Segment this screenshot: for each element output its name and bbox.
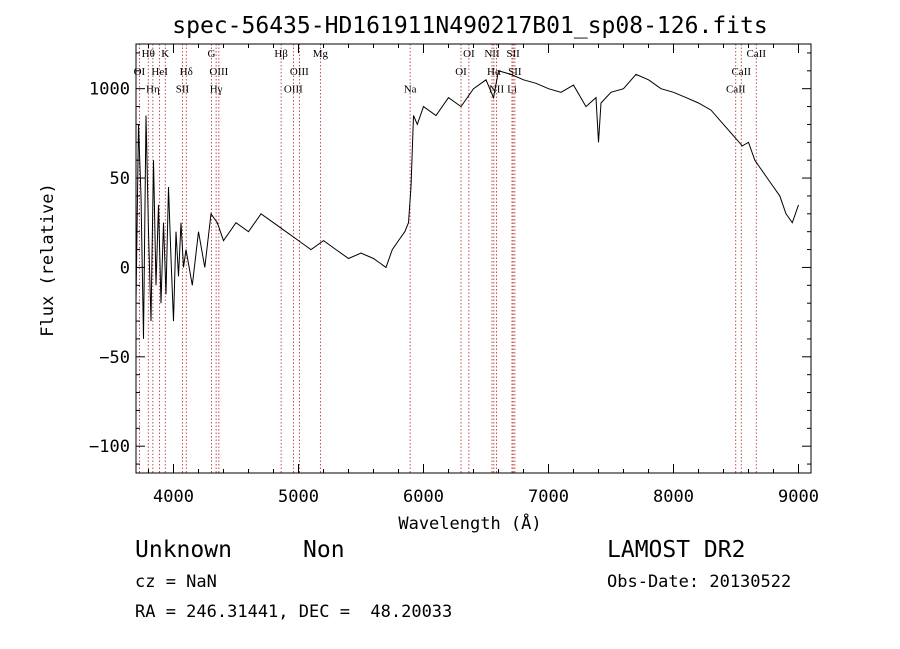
- plot-frame: [135, 43, 812, 474]
- line-label: Hη: [146, 84, 160, 96]
- x-axis-label: Wavelength (Å): [398, 512, 541, 534]
- y-tick-label: 50: [110, 169, 130, 189]
- survey-name: LAMOST DR2: [607, 537, 746, 563]
- line-label: OI: [455, 66, 467, 78]
- line-label: CaII: [746, 48, 766, 60]
- y-tick-label: −100: [89, 437, 130, 457]
- line-label: OI: [134, 66, 146, 78]
- line-label: SII: [176, 84, 190, 96]
- coordinates: RA = 246.31441, DEC = 48.20033: [135, 602, 453, 622]
- line-label: Mg: [313, 48, 329, 60]
- line-label: OI: [463, 48, 475, 60]
- spectrum-line: [135, 70, 799, 339]
- chart-title: spec-56435-HD161911N490217B01_sp08-126.f…: [172, 13, 767, 39]
- line-label: Hβ: [274, 48, 288, 60]
- line-label: Hθ: [142, 48, 155, 60]
- obs-date: Obs-Date: 20130522: [607, 572, 792, 592]
- line-label: HeI: [151, 66, 168, 78]
- line-label: OIII: [290, 66, 309, 78]
- object-class: Unknown: [135, 537, 232, 563]
- redshift: cz = NaN: [135, 572, 217, 592]
- y-tick-label: 1000: [89, 80, 130, 100]
- emission-line-markers: [138, 44, 757, 473]
- line-label: G: [208, 48, 216, 60]
- line-label: Hδ: [180, 66, 193, 78]
- line-label: OIII: [209, 66, 228, 78]
- y-axis-ticks: −100 −50 0 50 1000: [89, 52, 811, 465]
- line-label: NII: [489, 84, 505, 96]
- line-label: SII: [506, 48, 520, 60]
- line-label: K: [161, 48, 169, 60]
- line-label: CaII: [726, 84, 746, 96]
- x-tick-label: 4000: [153, 487, 194, 507]
- y-axis-label: Flux (relative): [38, 183, 58, 337]
- line-label: CaII: [731, 66, 751, 78]
- x-tick-label: 9000: [778, 487, 819, 507]
- line-label: Na: [404, 84, 417, 96]
- line-label: Li: [507, 84, 517, 96]
- emission-line-labels: OIHθHηHeIKHδSIIGOIIIHγHβOIIIOIIIMgNaOIOI…: [134, 48, 767, 96]
- line-label: NII: [484, 48, 500, 60]
- x-tick-label: 7000: [528, 487, 569, 507]
- x-axis-ticks: 4000 5000 6000 7000 8000 9000: [148, 44, 819, 507]
- x-tick-label: 8000: [653, 487, 694, 507]
- line-label: OIII: [284, 84, 303, 96]
- object-subclass: Non: [303, 537, 345, 563]
- y-tick-label: −50: [99, 348, 130, 368]
- y-tick-label: 0: [120, 258, 130, 278]
- line-label: Hγ: [210, 84, 223, 96]
- x-tick-label: 5000: [278, 487, 319, 507]
- line-label: Hα: [487, 66, 501, 78]
- spectrum-series: [135, 70, 799, 339]
- x-tick-label: 6000: [403, 487, 444, 507]
